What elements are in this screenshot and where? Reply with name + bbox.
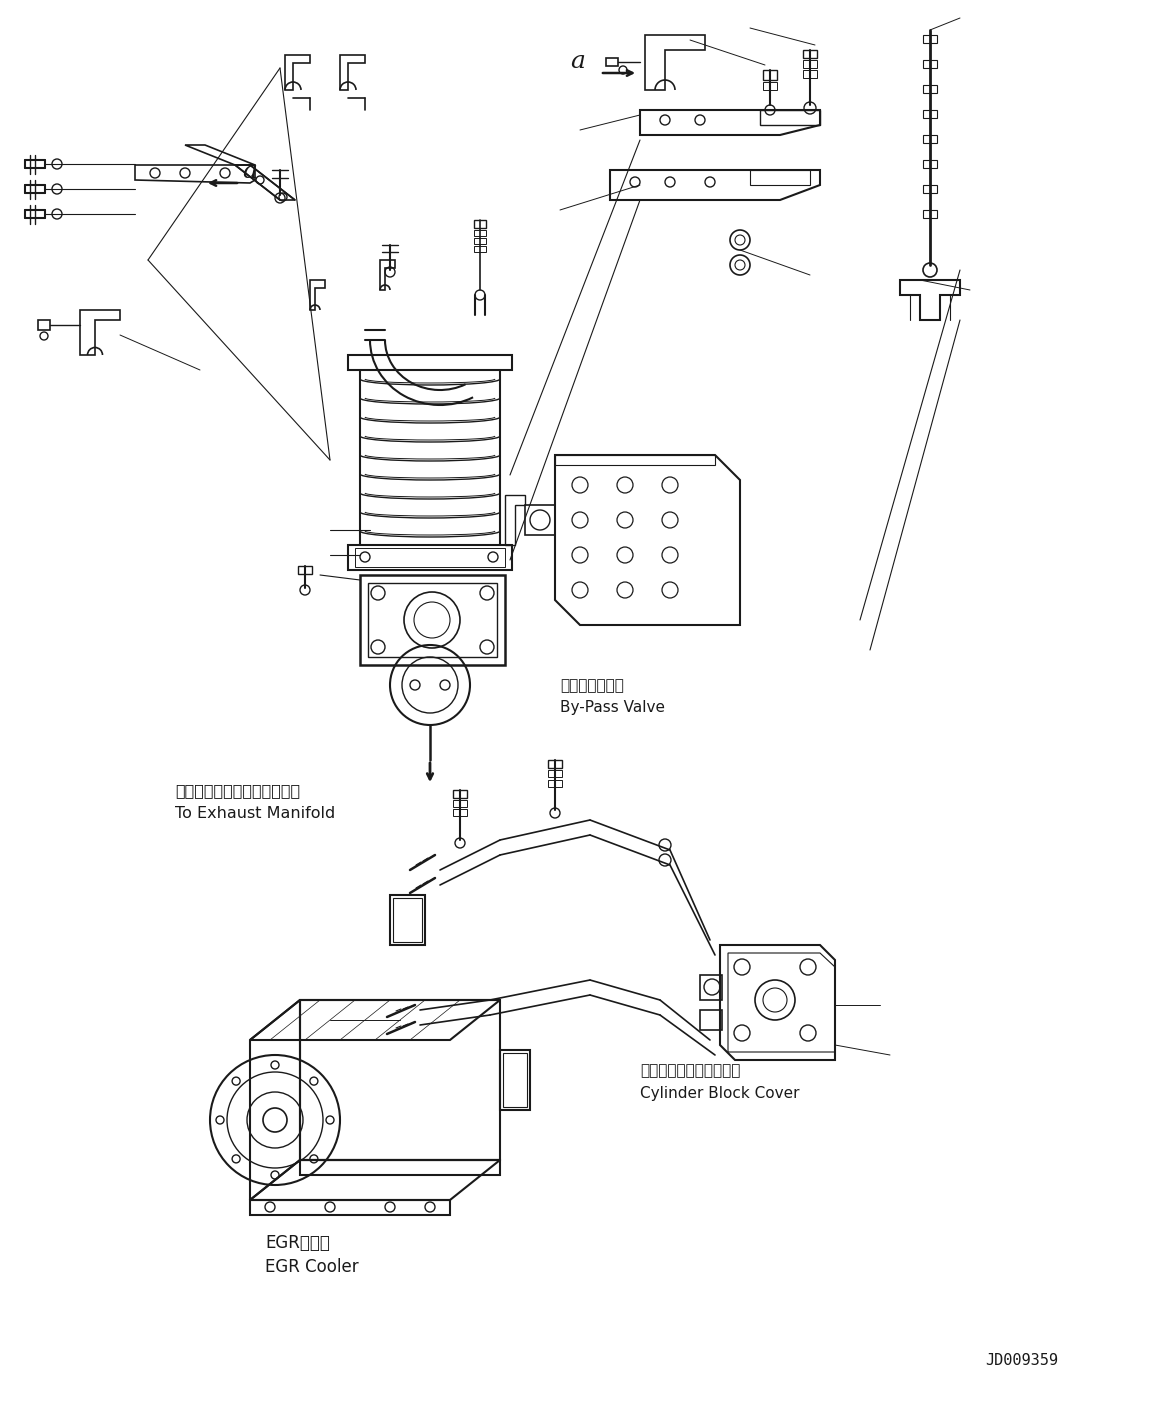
Bar bbox=[700, 975, 722, 1000]
Text: a: a bbox=[570, 50, 585, 73]
Bar bbox=[475, 230, 486, 235]
Text: シリンダブロックカバー: シリンダブロックカバー bbox=[640, 1063, 741, 1077]
Bar bbox=[475, 220, 486, 228]
Text: By-Pass Valve: By-Pass Valve bbox=[561, 700, 665, 715]
Bar bbox=[504, 1054, 527, 1107]
Text: Cylinder Block Cover: Cylinder Block Cover bbox=[640, 1086, 799, 1101]
Bar bbox=[923, 35, 937, 43]
Bar bbox=[802, 60, 816, 69]
Bar bbox=[390, 895, 424, 946]
Text: To Exhaust Manifold: To Exhaust Manifold bbox=[174, 806, 335, 821]
Text: EGRクーラ: EGRクーラ bbox=[265, 1234, 330, 1252]
Bar bbox=[700, 1010, 722, 1030]
Bar bbox=[923, 210, 937, 219]
Bar bbox=[368, 583, 497, 657]
Bar bbox=[923, 185, 937, 193]
Bar bbox=[923, 85, 937, 92]
Bar bbox=[923, 111, 937, 118]
Bar bbox=[548, 771, 562, 778]
Text: EGR Cooler: EGR Cooler bbox=[265, 1258, 358, 1276]
Bar bbox=[500, 1049, 530, 1110]
Bar bbox=[548, 759, 562, 768]
Bar bbox=[923, 60, 937, 69]
Bar bbox=[355, 548, 505, 567]
Bar bbox=[348, 354, 512, 370]
Text: a: a bbox=[242, 160, 257, 184]
Bar bbox=[298, 566, 312, 574]
Bar bbox=[548, 780, 562, 787]
Bar bbox=[802, 70, 816, 78]
Bar bbox=[361, 574, 505, 665]
Bar bbox=[454, 790, 468, 799]
Text: JD009359: JD009359 bbox=[985, 1353, 1058, 1367]
Bar bbox=[348, 545, 512, 570]
Bar bbox=[475, 247, 486, 252]
Bar bbox=[763, 83, 777, 90]
Bar bbox=[393, 898, 422, 941]
Bar bbox=[802, 50, 816, 57]
Bar bbox=[475, 238, 486, 244]
Bar bbox=[38, 319, 50, 331]
Bar bbox=[923, 160, 937, 168]
Bar bbox=[606, 57, 618, 66]
Bar bbox=[454, 808, 468, 815]
Bar bbox=[454, 800, 468, 807]
Text: エキゾーストマニホールドへ: エキゾーストマニホールドへ bbox=[174, 783, 300, 799]
Text: バイパスバルブ: バイパスバルブ bbox=[561, 678, 623, 693]
Bar bbox=[763, 70, 777, 80]
Bar bbox=[923, 134, 937, 143]
